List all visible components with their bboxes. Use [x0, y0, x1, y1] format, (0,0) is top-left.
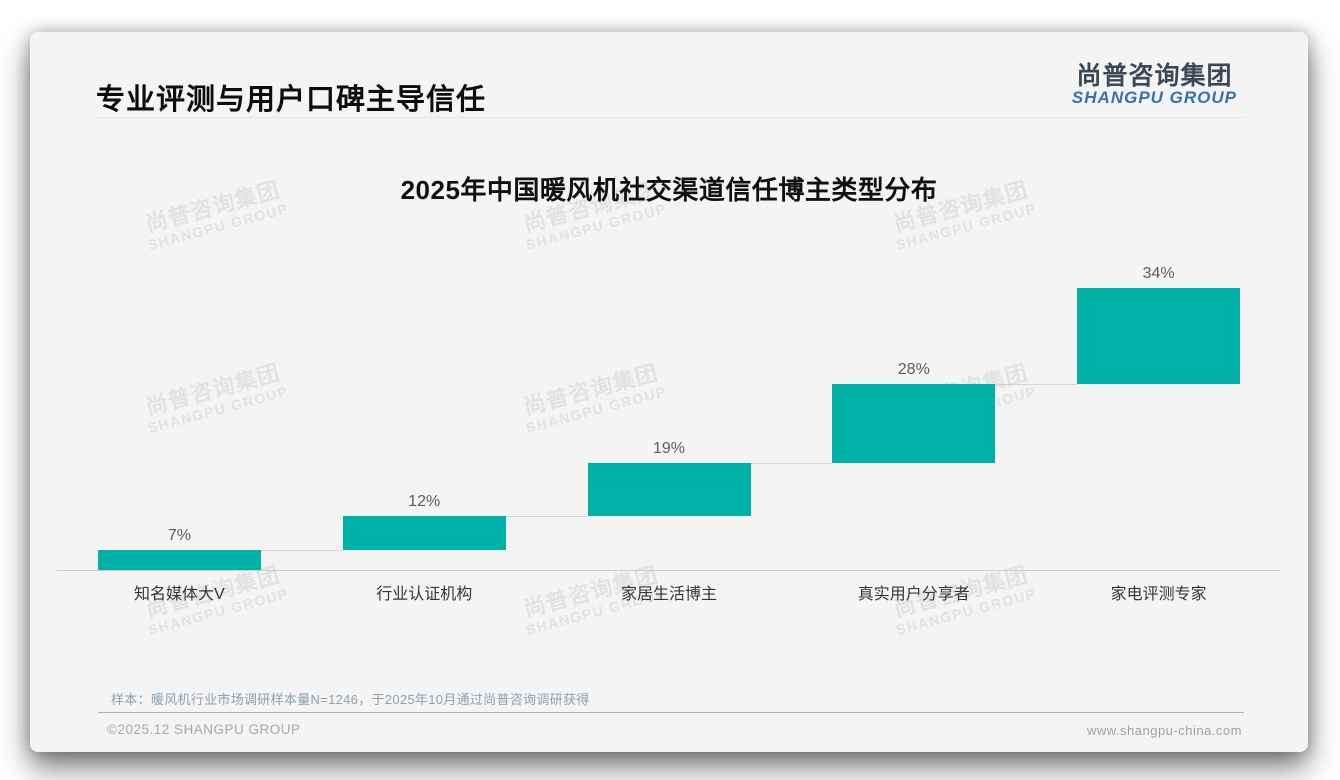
- footer-copyright: ©2025.12 SHANGPU GROUP: [107, 722, 301, 737]
- page-title: 专业评测与用户口碑主导信任: [96, 84, 487, 116]
- bar-value-label: 28%: [897, 360, 930, 378]
- x-axis-line: [57, 570, 1281, 571]
- step-connector-line: [260, 550, 343, 552]
- bar-value-label: 7%: [167, 527, 191, 545]
- bar-category-label: 家电评测专家: [1110, 586, 1207, 603]
- sample-footnote: 样本：暖风机行业市场调研样本量N=1246，于2025年10月通过尚普咨询调研获…: [111, 692, 590, 707]
- bar-3: [587, 462, 751, 517]
- bar-category-label: 知名媒体大V: [134, 586, 225, 603]
- chart-title: 2025年中国暖风机社交渠道信任博主类型分布: [400, 175, 938, 205]
- waterfall-step-chart: 7% 知名媒体大V 12% 行业认证机构 19% 家居生活博主 28% 真实用户分享者 34% 家…: [30, 32, 1308, 752]
- slide-card: 尚普咨询集团 SHANGPU GROUP 尚普咨询集团 SHANGPU GROUP 尚普…: [30, 32, 1308, 752]
- header-divider: [98, 117, 1244, 118]
- bar-1: [97, 550, 261, 570]
- step-connector-line: [505, 516, 588, 518]
- bar-2: [342, 516, 506, 551]
- bar-4: [832, 383, 996, 463]
- bar-category-label: 行业认证机构: [376, 586, 473, 603]
- bar-value-label: 34%: [1142, 265, 1175, 282]
- bar-category-label: 家居生活博主: [620, 586, 717, 603]
- company-logo: 尚普咨询集团 SHANGPU GROUP: [1072, 63, 1237, 107]
- bar-value-label: 12%: [408, 493, 441, 511]
- logo-english-text: SHANGPU GROUP: [1071, 88, 1237, 108]
- footer-website: www.shangpu-china.com: [1086, 723, 1242, 738]
- bar-5: [1077, 288, 1241, 384]
- footer-divider: [98, 712, 1244, 713]
- bar-category-label: 真实用户分享者: [857, 586, 970, 603]
- step-connector-line: [995, 383, 1078, 385]
- logo-chinese-text: 尚普咨询集团: [1076, 62, 1233, 90]
- bar-value-label: 19%: [652, 439, 686, 457]
- step-connector-line: [750, 462, 833, 464]
